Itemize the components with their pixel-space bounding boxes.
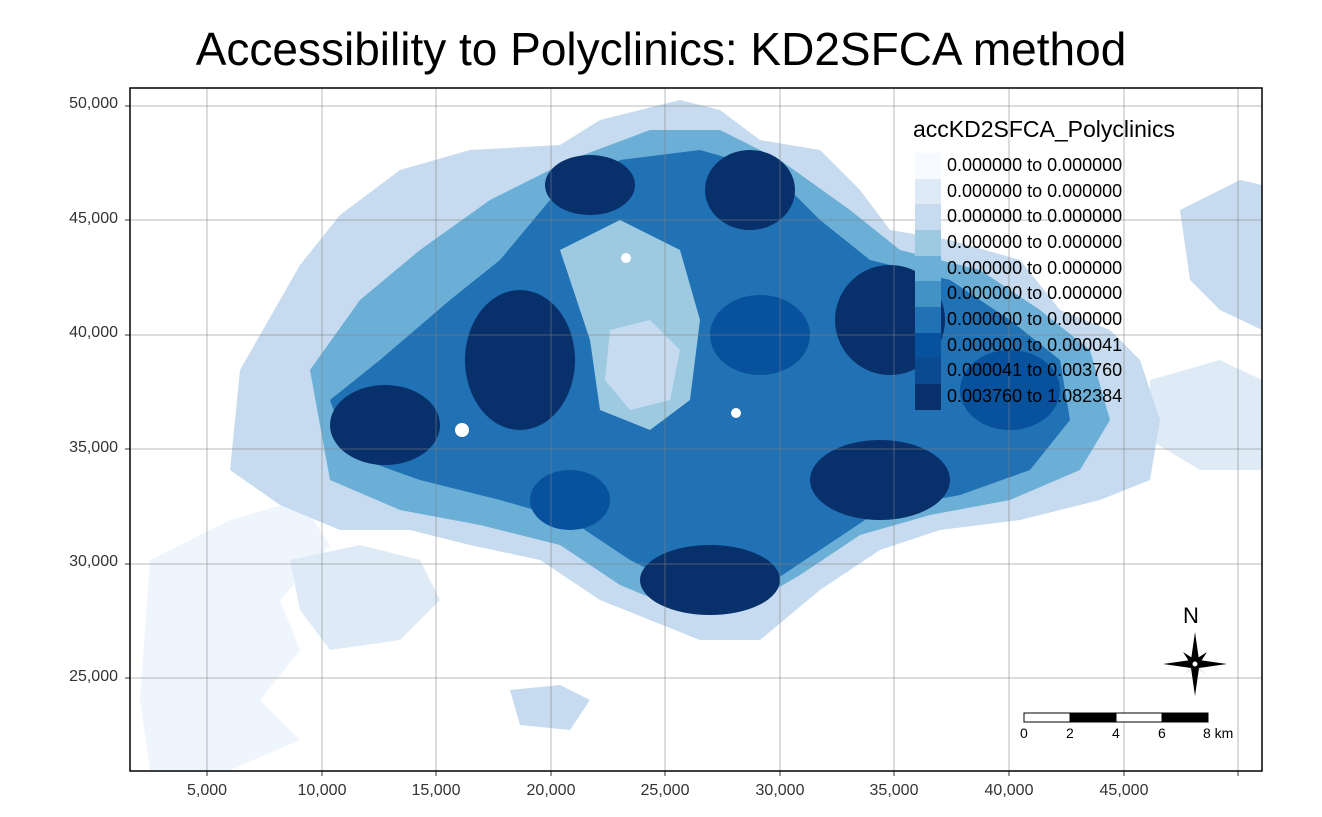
x-tick-label: 15,000: [411, 782, 461, 799]
x-tick-label: 5,000: [186, 782, 228, 799]
x-tick-label: 10,000: [297, 782, 347, 799]
legend-label: 0.000000 to 0.000000: [947, 181, 1123, 201]
legend-label: 0.000000 to 0.000000: [947, 283, 1123, 303]
legend-item: 0.000000 to 0.000000: [915, 153, 1175, 179]
legend-item: 0.000000 to 0.000000: [915, 179, 1175, 205]
legend-swatch: [915, 333, 941, 359]
legend-item: 0.000000 to 0.000000: [915, 204, 1175, 230]
legend-item: 0.003760 to 1.082384: [915, 384, 1175, 410]
legend-label: 0.000041 to 0.003760: [947, 360, 1123, 380]
scale-label: 8 km: [1203, 725, 1234, 741]
y-tick-label: 50,000: [69, 95, 118, 112]
hole: [621, 253, 631, 263]
x-tick-label: 35,000: [869, 782, 919, 799]
scale-bar: [1023, 712, 1209, 723]
hotspot: [330, 385, 440, 465]
hotspot: [545, 155, 635, 215]
hotspot: [810, 440, 950, 520]
legend-label: 0.000000 to 0.000000: [947, 232, 1123, 252]
legend-swatch: [915, 384, 941, 410]
legend-item: 0.000000 to 0.000000: [915, 230, 1175, 256]
hotspot: [530, 470, 610, 530]
x-tick-label: 45,000: [1099, 782, 1149, 799]
legend-label: 0.000000 to 0.000000: [947, 155, 1123, 175]
y-tick-label: 25,000: [69, 668, 118, 685]
north-label: N: [1183, 603, 1199, 628]
west-islands: [290, 545, 440, 650]
west-region: [140, 500, 330, 770]
map-layers: [140, 100, 1262, 770]
legend-swatch: [915, 256, 941, 282]
scale-label: 2: [1066, 725, 1074, 741]
scale-label: 0: [1020, 725, 1028, 741]
y-tick-label: 45,000: [69, 210, 118, 227]
scale-label: 6: [1158, 725, 1166, 741]
x-tick-label: 20,000: [526, 782, 576, 799]
x-tick-label: 30,000: [755, 782, 805, 799]
y-tick-label: 30,000: [69, 553, 118, 570]
legend-item: 0.000000 to 0.000000: [915, 281, 1175, 307]
southern-island: [510, 685, 590, 730]
hole: [455, 423, 469, 437]
north-arrow-icon: [1163, 632, 1227, 696]
legend-swatch: [915, 204, 941, 230]
x-tick-label: 25,000: [640, 782, 690, 799]
legend-swatch: [915, 153, 941, 179]
hotspot: [465, 290, 575, 430]
legend-item: 0.000000 to 0.000000: [915, 307, 1175, 333]
legend-item: 0.000000 to 0.000000: [915, 256, 1175, 282]
legend-item: 0.000041 to 0.003760: [915, 358, 1175, 384]
legend-label: 0.000000 to 0.000000: [947, 206, 1123, 226]
legend-title: accKD2SFCA_Polyclinics: [913, 116, 1176, 142]
legend-swatch: [915, 281, 941, 307]
legend-swatch: [915, 307, 941, 333]
hotspot: [960, 350, 1060, 430]
map-title: Accessibility to Polyclinics: KD2SFCA me…: [195, 23, 1127, 75]
legend-label: 0.000000 to 0.000000: [947, 258, 1123, 278]
legend-label: 0.000000 to 0.000000: [947, 309, 1123, 329]
central-lighter-core: [605, 320, 680, 410]
gridlines: [125, 88, 1262, 776]
east-island: [1180, 180, 1262, 330]
scale-label: 4: [1112, 725, 1120, 741]
x-tick-label: 40,000: [984, 782, 1034, 799]
hole: [731, 408, 741, 418]
panel-frame: [129, 87, 1263, 772]
legend-label: 0.000000 to 0.000041: [947, 335, 1123, 355]
y-tick-label: 35,000: [69, 439, 118, 456]
legend-swatch: [915, 230, 941, 256]
hotspot: [705, 150, 795, 230]
legend-swatch: [915, 179, 941, 205]
east-light-area: [1150, 360, 1262, 470]
legend-swatch: [915, 358, 941, 384]
legend-item: 0.000000 to 0.000041: [915, 333, 1175, 359]
hotspot: [640, 545, 780, 615]
y-tick-label: 40,000: [69, 324, 118, 341]
legend-label: 0.003760 to 1.082384: [947, 386, 1123, 406]
